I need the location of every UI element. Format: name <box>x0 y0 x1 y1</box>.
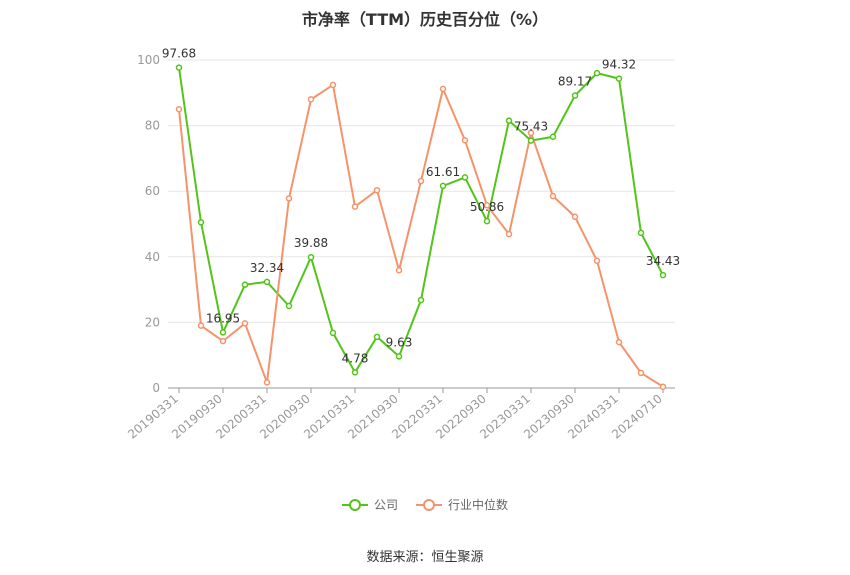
y-tick-label: 80 <box>145 119 160 133</box>
data-label: 75.43 <box>514 120 548 134</box>
data-point-company <box>659 271 667 279</box>
data-point-industry <box>417 177 425 185</box>
line-chart: 0204060801002019033120190930202003312020… <box>125 47 680 442</box>
y-tick-label: 0 <box>152 381 160 395</box>
data-label: 89.17 <box>558 75 592 89</box>
data-source: 数据来源：恒生聚源 <box>366 550 484 565</box>
data-label: 34.43 <box>646 254 680 268</box>
data-point-company <box>571 92 579 99</box>
data-label: 4.78 <box>342 351 369 365</box>
data-point-company <box>615 75 623 82</box>
data-point-industry <box>263 379 271 386</box>
data-point-industry <box>527 129 535 137</box>
data-point-company <box>527 137 535 144</box>
data-point-company <box>593 69 601 77</box>
data-point-company <box>175 64 183 71</box>
data-point-company <box>505 117 513 124</box>
series-line-company <box>178 67 664 374</box>
legend-company-marker-icon <box>341 498 368 512</box>
data-point-industry <box>461 137 469 144</box>
data-point-company <box>417 296 425 304</box>
data-point-industry <box>197 322 205 329</box>
legend-industry-label: 行业中位数 <box>448 498 509 512</box>
legend-industry-marker-icon <box>416 498 442 512</box>
data-point-industry <box>241 320 249 327</box>
data-point-company <box>285 302 293 310</box>
data-point-industry <box>593 257 601 264</box>
data-point-industry <box>659 383 667 390</box>
y-tick-label: 100 <box>137 53 160 67</box>
data-point-industry <box>549 192 557 200</box>
legend-item-industry[interactable]: 行业中位数 <box>416 496 508 513</box>
legend-item-company[interactable]: 公司 <box>341 496 398 513</box>
data-point-company <box>483 217 491 225</box>
chart-title: 市净率（TTM）历史百分位（%） <box>301 10 549 29</box>
data-point-industry <box>439 85 447 93</box>
data-point-company <box>439 182 447 190</box>
data-point-company <box>373 333 381 341</box>
data-point-industry <box>373 186 381 194</box>
data-point-industry <box>395 266 403 274</box>
y-tick-label: 20 <box>145 315 160 329</box>
data-label: 39.88 <box>294 236 328 250</box>
legend-company-label: 公司 <box>373 498 398 512</box>
data-point-company <box>395 353 403 360</box>
data-label: 94.32 <box>602 58 636 72</box>
y-tick-label: 40 <box>145 250 160 264</box>
y-tick-label: 60 <box>145 184 160 198</box>
data-label: 32.34 <box>250 261 284 275</box>
data-label: 9.63 <box>386 335 413 349</box>
data-point-industry <box>483 202 491 209</box>
data-point-industry <box>615 338 623 346</box>
legend: 公司 行业中位数 <box>0 496 850 513</box>
data-point-industry <box>175 105 183 113</box>
data-label: 50.86 <box>470 200 504 214</box>
data-point-company <box>461 174 469 181</box>
data-label: 16.95 <box>206 311 240 325</box>
data-point-industry <box>285 195 293 202</box>
data-point-company <box>307 253 315 261</box>
data-point-industry <box>351 203 359 210</box>
data-point-industry <box>571 213 579 221</box>
data-point-company <box>637 229 645 237</box>
data-point-industry <box>505 230 513 238</box>
data-point-company <box>351 369 359 376</box>
data-point-company <box>197 219 205 226</box>
data-label: 61.61 <box>426 165 460 179</box>
series-line-industry <box>178 83 664 388</box>
data-point-industry <box>637 369 645 377</box>
data-point-company <box>241 281 249 288</box>
data-point-company <box>549 133 557 141</box>
data-point-company <box>219 329 227 336</box>
data-point-industry <box>329 81 337 89</box>
data-point-company <box>263 278 271 286</box>
data-label: 97.68 <box>162 47 196 61</box>
data-point-company <box>329 329 337 337</box>
data-point-industry <box>307 96 315 103</box>
data-point-industry <box>219 337 227 345</box>
